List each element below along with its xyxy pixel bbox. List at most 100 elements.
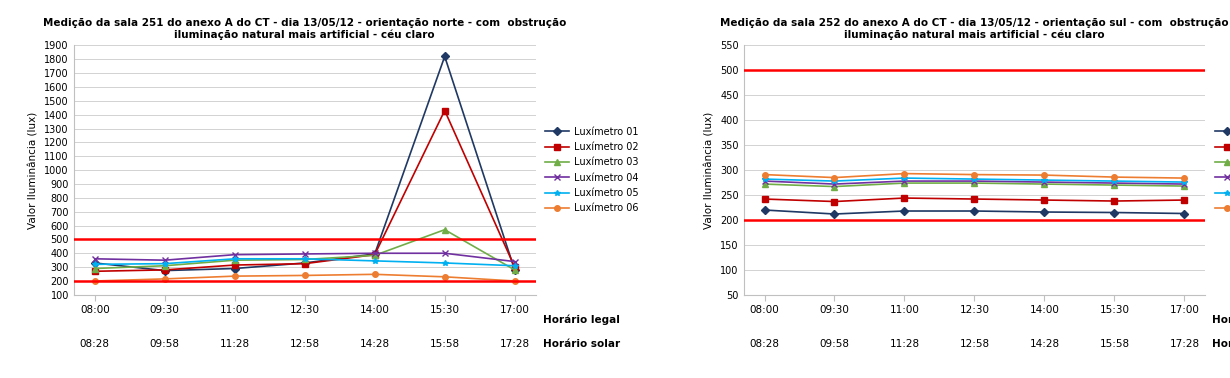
Text: 14:28: 14:28 (1030, 339, 1059, 349)
Text: Horário solar: Horário solar (542, 339, 620, 349)
Line: Luxímetro 04: Luxímetro 04 (92, 251, 518, 264)
Luxímetro 01 (827, 212, 841, 216)
Luxímetro 02 (967, 197, 982, 201)
Luxímetro 04 (298, 252, 312, 256)
Luxímetro 02 (157, 268, 172, 272)
Luxímetro 02 (1107, 199, 1122, 203)
Luxímetro 05 (967, 177, 982, 181)
Luxímetro 01 (1037, 210, 1052, 214)
Luxímetro 06 (1177, 176, 1192, 180)
Text: 12:58: 12:58 (290, 339, 320, 349)
Luxímetro 05 (157, 262, 172, 266)
Text: 08:28: 08:28 (80, 339, 109, 349)
Luxímetro 04 (758, 179, 772, 183)
Luxímetro 06 (298, 273, 312, 278)
Text: 17:28: 17:28 (499, 339, 530, 349)
Text: Horário legal: Horário legal (542, 314, 620, 325)
Luxímetro 03 (438, 228, 453, 232)
Luxímetro 03 (827, 184, 841, 189)
Line: Luxímetro 05: Luxímetro 05 (92, 256, 518, 268)
Luxímetro 04 (157, 258, 172, 262)
Luxímetro 06 (897, 171, 911, 176)
Luxímetro 01 (228, 266, 242, 271)
Line: Luxímetro 04: Luxímetro 04 (761, 178, 1187, 187)
Luxímetro 04 (507, 259, 522, 264)
Luxímetro 06 (1037, 173, 1052, 177)
Luxímetro 03 (1037, 182, 1052, 186)
Luxímetro 06 (438, 274, 453, 279)
Luxímetro 03 (1107, 183, 1122, 187)
Text: Horário legal: Horário legal (1213, 314, 1230, 325)
Line: Luxímetro 05: Luxímetro 05 (761, 175, 1187, 185)
Luxímetro 04 (967, 179, 982, 183)
Line: Luxímetro 03: Luxímetro 03 (92, 227, 518, 273)
Luxímetro 03 (87, 266, 102, 271)
Text: 15:58: 15:58 (1100, 339, 1129, 349)
Line: Luxímetro 02: Luxímetro 02 (92, 108, 518, 274)
Luxímetro 05 (1177, 180, 1192, 184)
Luxímetro 05 (298, 257, 312, 261)
Text: 09:58: 09:58 (819, 339, 850, 349)
Line: Luxímetro 02: Luxímetro 02 (761, 195, 1187, 204)
Line: Luxímetro 03: Luxímetro 03 (761, 180, 1187, 189)
Luxímetro 01 (967, 209, 982, 213)
Luxímetro 02 (827, 199, 841, 204)
Y-axis label: Valor Iluminância (lux): Valor Iluminância (lux) (705, 112, 715, 229)
Luxímetro 03 (228, 258, 242, 262)
Luxímetro 04 (1177, 182, 1192, 186)
Luxímetro 06 (827, 175, 841, 180)
Text: 14:28: 14:28 (359, 339, 390, 349)
Luxímetro 01 (897, 209, 911, 213)
Luxímetro 06 (1107, 175, 1122, 179)
Luxímetro 02 (87, 269, 102, 274)
Luxímetro 01 (758, 208, 772, 212)
Luxímetro 06 (228, 274, 242, 278)
Luxímetro 04 (827, 182, 841, 186)
Luxímetro 06 (157, 277, 172, 281)
Luxímetro 01 (87, 261, 102, 265)
Luxímetro 03 (298, 257, 312, 262)
Text: 11:28: 11:28 (889, 339, 920, 349)
Luxímetro 06 (967, 172, 982, 177)
Y-axis label: Valor Iluminância (lux): Valor Iluminância (lux) (28, 112, 39, 229)
Luxímetro 02 (1177, 198, 1192, 202)
Luxímetro 01 (1107, 210, 1122, 215)
Luxímetro 02 (228, 263, 242, 267)
Luxímetro 01 (368, 252, 383, 256)
Luxímetro 04 (368, 251, 383, 256)
Luxímetro 05 (758, 177, 772, 181)
Luxímetro 06 (87, 279, 102, 283)
Luxímetro 04 (228, 253, 242, 257)
Legend: Luxímetro 01, Luxímetro 02, Luxímetro 03, Luxímetro 04, Luxímetro 05, Luxímetro : Luxímetro 01, Luxímetro 02, Luxímetro 03… (1215, 127, 1230, 214)
Luxímetro 01 (298, 261, 312, 265)
Luxímetro 05 (228, 257, 242, 261)
Line: Luxímetro 06: Luxímetro 06 (92, 271, 518, 284)
Luxímetro 05 (368, 259, 383, 263)
Luxímetro 05 (438, 261, 453, 265)
Line: Luxímetro 01: Luxímetro 01 (92, 54, 518, 273)
Luxímetro 03 (1177, 184, 1192, 188)
Luxímetro 04 (87, 257, 102, 261)
Luxímetro 03 (967, 181, 982, 185)
Title: Medição da sala 252 do anexo A do CT - dia 13/05/12 - orientação sul - com  obst: Medição da sala 252 do anexo A do CT - d… (720, 18, 1229, 40)
Text: 17:28: 17:28 (1170, 339, 1199, 349)
Luxímetro 02 (758, 197, 772, 201)
Luxímetro 05 (897, 176, 911, 180)
Text: 09:58: 09:58 (150, 339, 180, 349)
Title: Medição da sala 251 do anexo A do CT - dia 13/05/12 - orientação norte - com  ob: Medição da sala 251 do anexo A do CT - d… (43, 18, 567, 40)
Luxímetro 01 (1177, 211, 1192, 216)
Luxímetro 01 (507, 268, 522, 272)
Luxímetro 05 (1037, 178, 1052, 182)
Luxímetro 01 (438, 54, 453, 59)
Text: 08:28: 08:28 (749, 339, 780, 349)
Text: 11:28: 11:28 (220, 339, 250, 349)
Luxímetro 04 (1037, 180, 1052, 184)
Luxímetro 03 (157, 263, 172, 268)
Luxímetro 05 (1107, 179, 1122, 183)
Luxímetro 06 (758, 172, 772, 177)
Luxímetro 02 (897, 196, 911, 200)
Luxímetro 02 (368, 253, 383, 257)
Luxímetro 04 (438, 251, 453, 256)
Luxímetro 03 (897, 181, 911, 185)
Text: 12:58: 12:58 (959, 339, 989, 349)
